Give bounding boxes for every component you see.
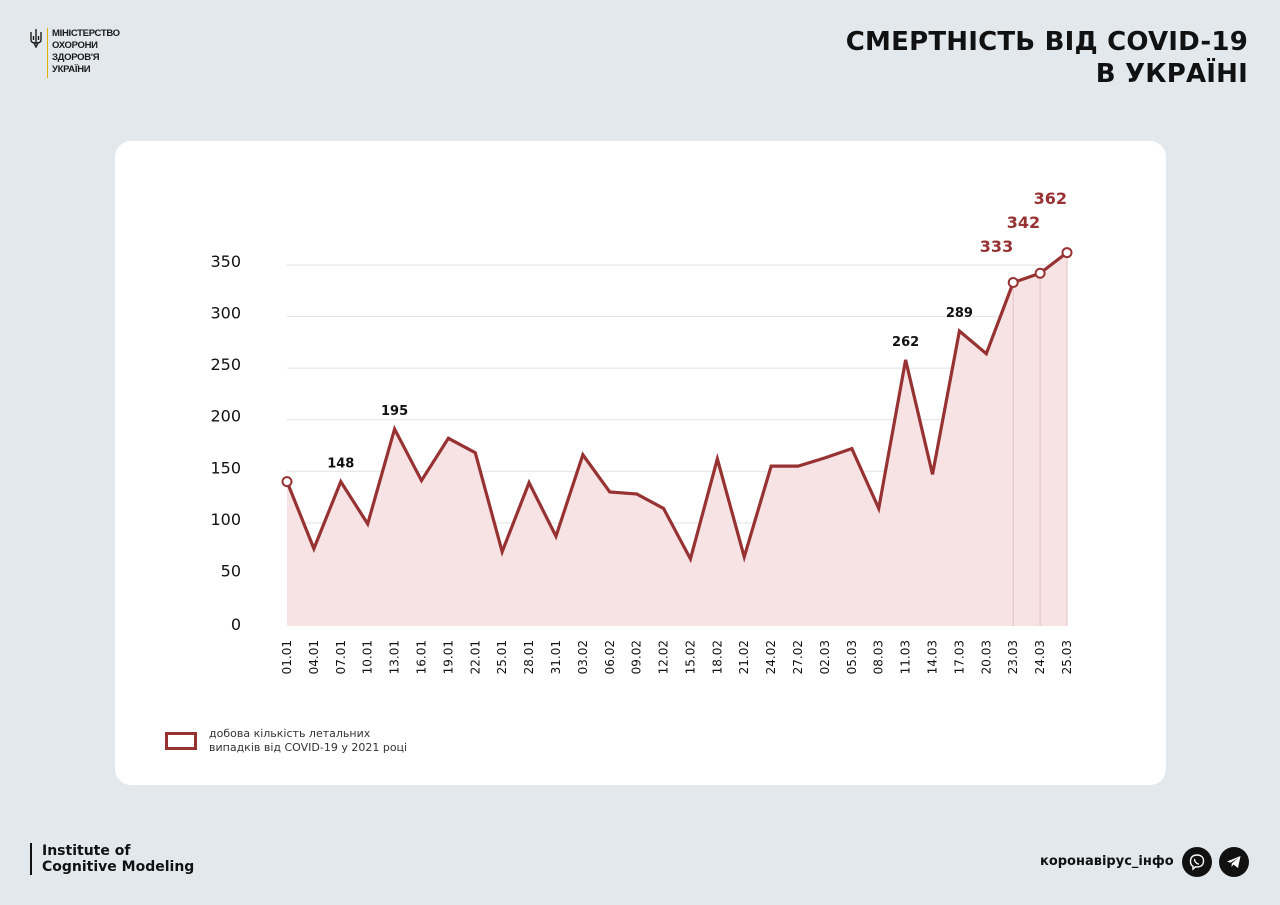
x-tick-label: 18.02 xyxy=(710,640,724,674)
x-tick-label: 24.02 xyxy=(764,640,778,674)
logo-divider xyxy=(47,28,48,78)
x-tick-label: 25.01 xyxy=(495,640,509,674)
data-point-highlight xyxy=(281,476,293,488)
data-label: 342 xyxy=(1007,213,1040,232)
ministry-logo: МІНІСТЕРСТВО ОХОРОНИ ЗДОРОВ'Я УКРАЇНИ xyxy=(29,28,120,78)
x-tick-label: 08.03 xyxy=(872,640,886,674)
title-line: СМЕРТНІСТЬ ВІД COVID-19 xyxy=(845,27,1248,57)
institute-line: Cognitive Modeling xyxy=(42,859,195,875)
x-tick-label: 14.03 xyxy=(926,640,940,674)
x-tick-label: 07.01 xyxy=(334,640,348,674)
x-tick-label: 06.02 xyxy=(603,640,617,674)
institute-line: Institute of xyxy=(42,843,131,859)
x-tick-label: 20.03 xyxy=(979,640,993,674)
telegram-icon[interactable] xyxy=(1219,847,1249,877)
legend-swatch xyxy=(165,732,197,750)
ministry-line: ЗДОРОВ'Я xyxy=(52,52,100,63)
data-point-highlight xyxy=(1007,277,1019,289)
x-tick-label: 03.02 xyxy=(576,640,590,674)
x-tick-label: 28.01 xyxy=(522,640,536,674)
ministry-line: ОХОРОНИ xyxy=(52,40,98,51)
y-tick-label: 100 xyxy=(210,510,241,529)
x-tick-label: 13.01 xyxy=(388,640,402,674)
y-tick-label: 200 xyxy=(210,407,241,426)
telegram-glyph xyxy=(1227,856,1241,868)
ministry-name: МІНІСТЕРСТВО ОХОРОНИ ЗДОРОВ'Я УКРАЇНИ xyxy=(52,28,120,76)
y-tick-label: 350 xyxy=(210,252,241,271)
y-tick-label: 150 xyxy=(210,458,241,477)
data-label: 362 xyxy=(1034,189,1067,208)
viber-icon[interactable] xyxy=(1182,847,1212,877)
x-tick-label: 11.03 xyxy=(899,640,913,674)
x-tick-label: 21.02 xyxy=(737,640,751,674)
x-tick-label: 25.03 xyxy=(1060,640,1074,674)
x-tick-label: 12.02 xyxy=(657,640,671,674)
x-tick-label: 05.03 xyxy=(845,640,859,674)
data-label: 262 xyxy=(892,335,919,350)
y-tick-label: 50 xyxy=(221,561,241,580)
x-tick-label: 16.01 xyxy=(414,640,428,674)
data-label: 195 xyxy=(381,404,408,419)
legend-label: добова кількість летальних випадків від … xyxy=(209,727,408,754)
x-tick-label: 09.02 xyxy=(630,640,644,674)
x-tick-label: 15.02 xyxy=(683,640,697,674)
x-tick-label: 02.03 xyxy=(818,640,832,674)
trident-icon xyxy=(30,29,42,48)
title-line: В УКРАЇНІ xyxy=(1095,59,1248,89)
data-label: 289 xyxy=(946,306,973,321)
x-tick-label: 23.03 xyxy=(1006,640,1020,674)
data-label: 148 xyxy=(327,457,354,472)
x-tick-label: 10.01 xyxy=(361,640,375,674)
viber-glyph xyxy=(1189,854,1205,871)
x-tick-label: 04.01 xyxy=(307,640,321,674)
institute-logo: Institute of Cognitive Modeling xyxy=(30,843,194,875)
y-tick-label: 300 xyxy=(210,304,241,323)
x-tick-label: 24.03 xyxy=(1033,640,1047,674)
x-tick-label: 22.01 xyxy=(468,640,482,674)
site-name: коронавірус_інфо xyxy=(1040,854,1174,869)
x-tick-label: 19.01 xyxy=(441,640,455,674)
chart-legend: добова кількість летальних випадків від … xyxy=(165,727,409,755)
area-fill xyxy=(287,252,1067,626)
data-point-highlight xyxy=(1034,267,1046,279)
data-label: 333 xyxy=(980,237,1013,256)
x-tick-label: 27.02 xyxy=(791,640,805,674)
x-tick-label: 01.01 xyxy=(280,640,294,674)
y-tick-label: 0 xyxy=(231,615,241,634)
data-point-highlight xyxy=(1061,247,1073,259)
y-tick-label: 250 xyxy=(210,355,241,374)
x-tick-label: 31.01 xyxy=(549,640,563,674)
page-title: СМЕРТНІСТЬ ВІД COVID-19 В УКРАЇНІ xyxy=(846,26,1248,90)
ministry-line: УКРАЇНИ xyxy=(52,64,91,75)
series-line xyxy=(285,251,1068,564)
ministry-line: МІНІСТЕРСТВО xyxy=(52,28,120,39)
x-tick-label: 17.03 xyxy=(952,640,966,674)
